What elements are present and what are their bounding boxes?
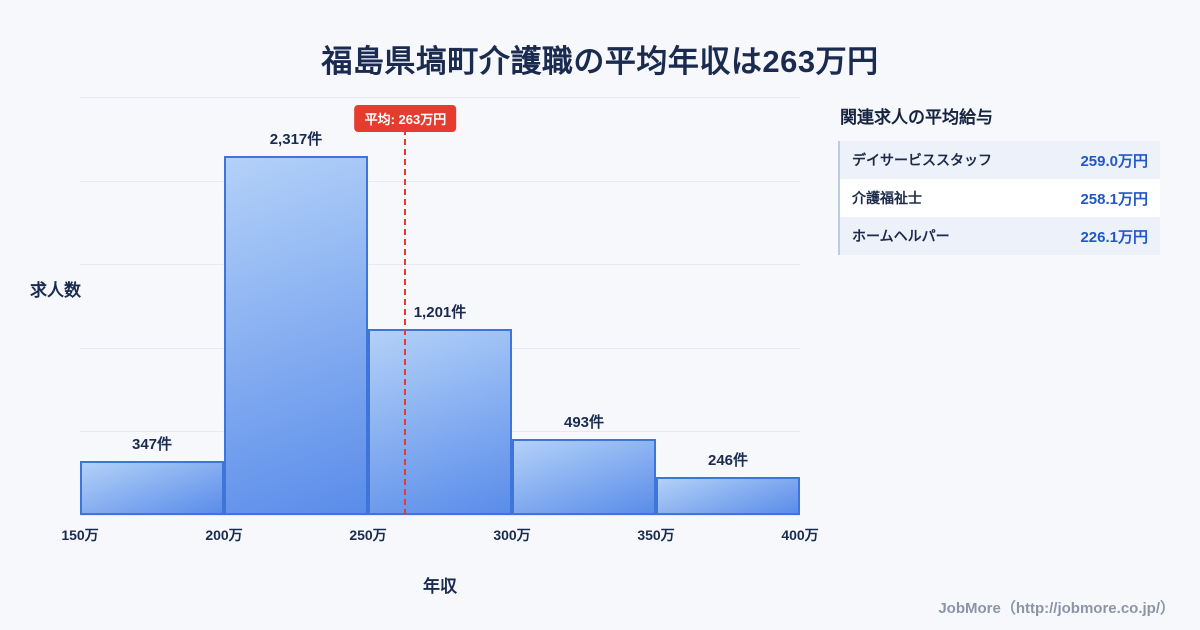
histogram-bar bbox=[656, 476, 800, 515]
histogram-bar bbox=[80, 461, 224, 515]
bar-slot: 2,317件 bbox=[224, 97, 368, 515]
related-job-salary: 258.1万円 bbox=[1080, 190, 1148, 208]
related-jobs-table: デイサービススタッフ 259.0万円介護福祉士 258.1万円ホームヘルパー 226.… bbox=[838, 141, 1160, 255]
related-job-name: デイサービススタッフ bbox=[852, 152, 992, 168]
bar-value-label: 493件 bbox=[563, 413, 605, 431]
x-tick-label: 150万 bbox=[61, 527, 99, 543]
y-axis-label: 求人数 bbox=[30, 281, 81, 300]
bar-value-label: 2,317件 bbox=[269, 131, 323, 149]
x-tick-label: 350万 bbox=[637, 527, 675, 543]
bar-value-label: 347件 bbox=[131, 436, 173, 454]
x-tick-label: 400万 bbox=[781, 527, 819, 543]
bar-slot: 246件 bbox=[656, 97, 800, 515]
related-job-name: ホームヘルパー bbox=[852, 228, 950, 244]
gridline bbox=[80, 97, 800, 98]
bars-container: 347件 2,317件 1,201件 493件 246件 bbox=[80, 97, 800, 515]
related-job-row: ホームヘルパー 226.1万円 bbox=[840, 217, 1160, 255]
bar-slot: 493件 bbox=[512, 97, 656, 515]
histogram-bar bbox=[512, 438, 656, 515]
page-title: 福島県塙町介護職の平均年収は263万円 bbox=[321, 44, 879, 79]
related-job-row: 介護福祉士 258.1万円 bbox=[840, 179, 1160, 217]
related-job-row: デイサービススタッフ 259.0万円 bbox=[840, 141, 1160, 179]
bar-value-label: 246件 bbox=[707, 451, 749, 469]
related-job-salary: 226.1万円 bbox=[1080, 228, 1148, 246]
gridline bbox=[80, 515, 800, 516]
x-tick-label: 200万 bbox=[205, 527, 243, 543]
x-axis-label: 年収 bbox=[423, 577, 457, 596]
related-job-salary: 259.0万円 bbox=[1080, 152, 1148, 170]
gridline bbox=[80, 180, 800, 182]
footer-credit: JobMore（http://jobmore.co.jp/） bbox=[938, 600, 1175, 617]
gridline bbox=[80, 264, 800, 266]
histogram-bar bbox=[368, 329, 512, 515]
related-jobs-heading: 関連求人の平均給与 bbox=[840, 108, 993, 127]
bar-slot: 347件 bbox=[80, 97, 224, 515]
x-tick-label: 300万 bbox=[493, 527, 531, 543]
plot-area: 347件 2,317件 1,201件 493件 246件 平均: 263万円 150万 2… bbox=[61, 97, 819, 543]
related-job-name: 介護福祉士 bbox=[852, 190, 922, 206]
histogram-bar bbox=[224, 156, 368, 515]
average-badge: 平均: 263万円 bbox=[354, 105, 457, 132]
average-line bbox=[404, 129, 407, 515]
x-tick-label: 250万 bbox=[349, 527, 387, 543]
bar-slot: 1,201件 bbox=[368, 97, 512, 515]
bar-value-label: 1,201件 bbox=[413, 304, 467, 322]
